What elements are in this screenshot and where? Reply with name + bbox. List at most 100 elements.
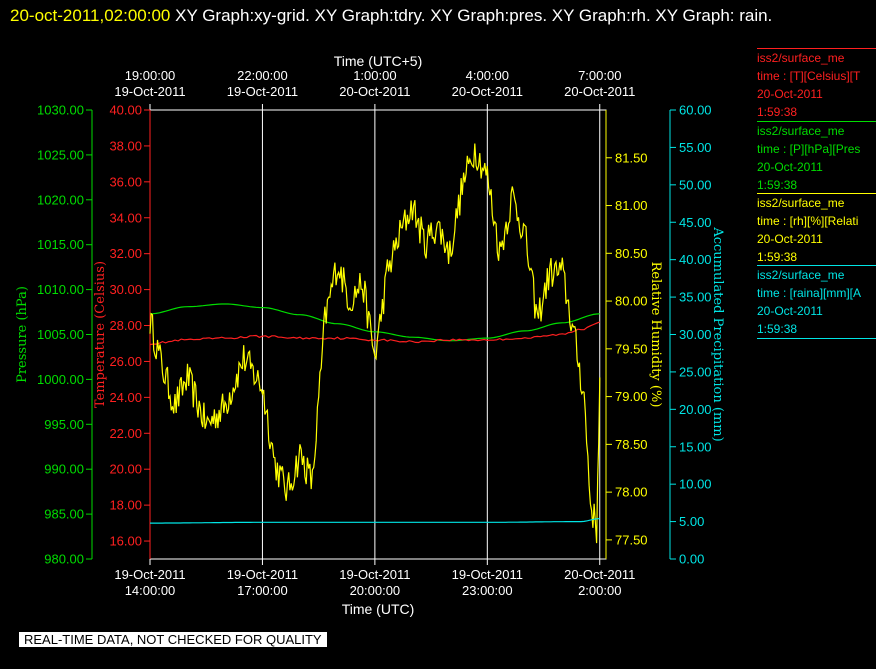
series-line-pressure [149, 303, 600, 342]
y-tick-label-temperature: 40.00 [109, 103, 142, 118]
series-line-humidity [149, 143, 601, 544]
y-axis-label-humidity: Relative Humidity (%) [648, 262, 663, 408]
y-tick-label-precipitation: 35.00 [679, 290, 712, 305]
chart-header: 20-oct-2011,02:00:00 XY Graph:xy-grid. X… [10, 2, 860, 30]
y-tick-label-temperature: 38.00 [109, 138, 142, 153]
x-tick-bottom-date: 20-Oct-2011 [564, 567, 635, 582]
y-tick-label-precipitation: 10.00 [679, 477, 712, 492]
legend-humidity-date: 20-Oct-2011 [757, 232, 823, 246]
y-tick-label-pressure: 1025.00 [37, 147, 84, 162]
y-tick-label-precipitation: 15.00 [679, 439, 712, 454]
x-tick-top-time: 19:00:00 [125, 68, 176, 83]
y-tick-label-humidity: 78.50 [615, 437, 648, 452]
y-tick-label-humidity: 80.50 [615, 246, 648, 261]
y-tick-label-precipitation: 45.00 [679, 215, 712, 230]
x-tick-bottom-date: 19-Oct-2011 [227, 567, 298, 582]
legend-temperature-line [757, 48, 876, 49]
legend-bottom-line [757, 338, 876, 339]
legend-temperature: iss2/surface_me time : [T][Celsius][T 20… [757, 48, 876, 121]
y-tick-label-humidity: 80.00 [615, 294, 648, 309]
x-tick-bottom-date: 19-Oct-2011 [114, 567, 185, 582]
legend-humidity-line [757, 193, 876, 194]
x-tick-top-date: 20-Oct-2011 [339, 84, 410, 99]
y-tick-label-precipitation: 40.00 [679, 252, 712, 267]
legend-temperature-series: iss2/surface_me [757, 51, 845, 65]
legend-temperature-date: 20-Oct-2011 [757, 87, 823, 101]
y-tick-label-precipitation: 20.00 [679, 402, 712, 417]
y-tick-label-temperature: 28.00 [109, 318, 142, 333]
legend-humidity-series: iss2/surface_me [757, 196, 845, 210]
x-tick-top-time: 7:00:00 [578, 68, 621, 83]
x-axis-bottom-label: Time (UTC) [342, 601, 415, 617]
x-tick-top-date: 19-Oct-2011 [227, 84, 298, 99]
y-tick-label-temperature: 30.00 [109, 282, 142, 297]
legend-temperature-time: 1:59:38 [757, 105, 798, 119]
y-tick-label-pressure: 1010.00 [37, 282, 84, 297]
legend-pressure-date: 20-Oct-2011 [757, 160, 823, 174]
y-tick-label-pressure: 1005.00 [37, 327, 84, 342]
y-tick-label-temperature: 16.00 [109, 534, 142, 549]
y-tick-label-precipitation: 5.00 [679, 514, 704, 529]
legend-precipitation-time: 1:59:38 [757, 322, 798, 336]
x-tick-bottom-date: 19-Oct-2011 [339, 567, 410, 582]
legend-precipitation-var: time : [raina][mm][A [757, 286, 862, 300]
header-timestamp: 20-oct-2011,02:00:00 [10, 6, 171, 25]
y-tick-label-pressure: 1015.00 [37, 237, 84, 252]
y-tick-label-pressure: 1020.00 [37, 192, 84, 207]
x-tick-bottom-date: 19-Oct-2011 [452, 567, 523, 582]
y-tick-label-humidity: 81.50 [615, 150, 648, 165]
y-tick-label-temperature: 18.00 [109, 498, 142, 513]
legend-precipitation-series: iss2/surface_me [757, 268, 845, 282]
legend-temperature-var: time : [T][Celsius][T [757, 69, 861, 83]
series-line-precipitation [150, 518, 600, 524]
y-tick-label-pressure: 985.00 [44, 507, 84, 522]
x-tick-bottom-time: 14:00:00 [125, 583, 176, 598]
x-tick-bottom-time: 23:00:00 [462, 583, 513, 598]
y-axis-label-pressure: Pressure (hPa) [15, 286, 30, 383]
y-tick-label-temperature: 24.00 [109, 390, 142, 405]
y-tick-label-pressure: 980.00 [44, 552, 84, 567]
y-tick-label-precipitation: 60.00 [679, 103, 712, 118]
y-tick-label-temperature: 32.00 [109, 246, 142, 261]
y-tick-label-pressure: 995.00 [44, 417, 84, 432]
legend-pressure-line [757, 121, 876, 122]
y-tick-label-humidity: 79.50 [615, 341, 648, 356]
y-tick-label-temperature: 26.00 [109, 354, 142, 369]
y-axis-label-precipitation: Accumulated Precipitation (mm) [710, 226, 725, 441]
x-tick-top-date: 20-Oct-2011 [452, 84, 523, 99]
x-tick-bottom-time: 2:00:00 [578, 583, 621, 598]
y-tick-label-pressure: 1000.00 [37, 372, 84, 387]
quality-disclaimer: REAL-TIME DATA, NOT CHECKED FOR QUALITY [19, 632, 327, 647]
y-tick-label-humidity: 77.50 [615, 532, 648, 547]
legend-pressure: iss2/surface_me time : [P][hPa][Pres 20-… [757, 121, 876, 194]
y-tick-label-pressure: 990.00 [44, 462, 84, 477]
y-tick-label-temperature: 34.00 [109, 210, 142, 225]
y-axis-label-temperature: Temperature (Celsius) [93, 261, 108, 408]
legend-humidity: iss2/surface_me time : [rh][%][Relati 20… [757, 193, 876, 266]
legend-precipitation-line [757, 265, 876, 266]
x-tick-bottom-time: 20:00:00 [350, 583, 401, 598]
x-tick-top-time: 4:00:00 [466, 68, 509, 83]
x-tick-top-time: 22:00:00 [237, 68, 288, 83]
x-tick-top-date: 19-Oct-2011 [114, 84, 185, 99]
x-tick-top-time: 1:00:00 [353, 68, 396, 83]
y-tick-label-temperature: 22.00 [109, 426, 142, 441]
x-tick-bottom-time: 17:00:00 [237, 583, 288, 598]
legend-pressure-time: 1:59:38 [757, 178, 798, 192]
legend-humidity-time: 1:59:38 [757, 250, 798, 264]
y-tick-label-humidity: 81.00 [615, 198, 648, 213]
legend-humidity-var: time : [rh][%][Relati [757, 214, 859, 228]
legend-precipitation: iss2/surface_me time : [raina][mm][A 20-… [757, 265, 876, 339]
y-tick-label-precipitation: 30.00 [679, 327, 712, 342]
legend-pressure-var: time : [P][hPa][Pres [757, 142, 861, 156]
y-tick-label-pressure: 1030.00 [37, 103, 84, 118]
y-tick-label-precipitation: 50.00 [679, 177, 712, 192]
y-tick-label-precipitation: 55.00 [679, 140, 712, 155]
legend-pressure-series: iss2/surface_me [757, 124, 845, 138]
series-line-temperature [149, 321, 601, 346]
x-axis-top-label: Time (UTC+5) [334, 53, 423, 69]
header-graph-list: XY Graph:xy-grid. XY Graph:tdry. XY Grap… [175, 6, 773, 25]
legend-precipitation-date: 20-Oct-2011 [757, 304, 823, 318]
y-tick-label-precipitation: 0.00 [679, 552, 704, 567]
